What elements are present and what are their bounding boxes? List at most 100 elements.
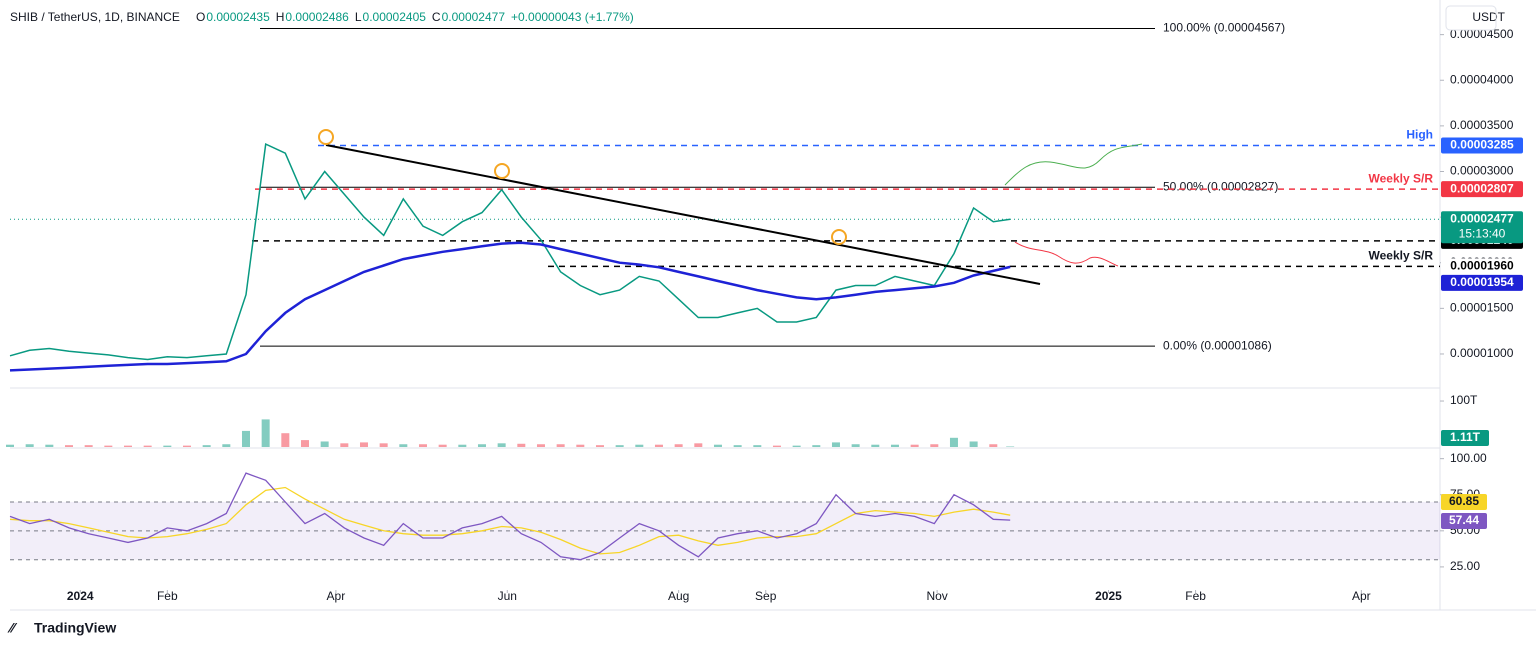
fib-label: 50.00% (0.00002827) bbox=[1163, 179, 1278, 193]
fib-label: 100.00% (0.00004567) bbox=[1163, 21, 1285, 35]
volume-bar bbox=[713, 444, 722, 447]
ma-line bbox=[9, 241, 1011, 372]
ohlc-key: L bbox=[355, 10, 362, 24]
countdown: 15:13:40 bbox=[1459, 226, 1506, 240]
projection-up bbox=[1004, 143, 1143, 186]
brand: TradingView bbox=[34, 620, 116, 636]
last-price-label: 0.00002477 bbox=[1450, 211, 1514, 225]
volume-bar bbox=[340, 443, 349, 447]
volume-bar bbox=[576, 444, 585, 447]
volume-bar bbox=[497, 443, 506, 447]
volume-bar bbox=[6, 444, 14, 447]
price-tag bbox=[1441, 137, 1523, 154]
volume-bar bbox=[772, 445, 781, 447]
volume-bar bbox=[222, 444, 231, 447]
volume-bar bbox=[930, 444, 939, 447]
ohlc-value: 0.00002435 bbox=[206, 10, 270, 24]
volume-bar bbox=[379, 443, 388, 447]
rsi-tag-label: 57.44 bbox=[1449, 513, 1479, 527]
symbol: SHIB / TetherUS, 1D, BINANCE bbox=[10, 10, 180, 24]
fib-label: 0.00% (0.00001086) bbox=[1163, 338, 1272, 352]
volume-bar bbox=[163, 445, 172, 447]
level-name: High bbox=[1406, 128, 1433, 142]
volume-tag bbox=[1441, 430, 1489, 446]
volume-bar bbox=[595, 445, 604, 447]
x-tick-label: 2025 bbox=[1095, 589, 1122, 603]
level-name: Weekly S/R bbox=[1369, 249, 1434, 263]
x-tick-label: Feb bbox=[157, 589, 178, 603]
volume-bar bbox=[399, 444, 408, 447]
volume-bar bbox=[536, 444, 545, 447]
volume-bar bbox=[458, 444, 467, 447]
price-tag-label: 0.00001960 bbox=[1450, 259, 1514, 273]
volume-bar bbox=[831, 442, 840, 447]
volume-bar bbox=[792, 445, 801, 447]
volume-bar bbox=[438, 444, 447, 447]
volume-bar bbox=[202, 445, 211, 447]
volume-bar bbox=[556, 444, 565, 447]
volume-bar bbox=[182, 445, 191, 447]
ohlc-key: O bbox=[196, 10, 205, 24]
x-tick-label: Apr bbox=[327, 589, 346, 603]
rsi-tag-label: 60.85 bbox=[1449, 494, 1479, 508]
currency-button[interactable] bbox=[1445, 5, 1497, 31]
volume-bar bbox=[517, 443, 526, 447]
ohlc-value: 0.00002486 bbox=[285, 10, 349, 24]
volume-bar bbox=[694, 443, 703, 447]
volume-bar bbox=[261, 419, 270, 447]
pivot-circle bbox=[318, 129, 334, 145]
trendline bbox=[325, 144, 1041, 285]
volume-bar bbox=[359, 442, 368, 447]
volume-bar bbox=[812, 445, 821, 447]
y-tick-label: 0.00001500 bbox=[1450, 301, 1514, 315]
pivot-circle bbox=[831, 229, 847, 245]
rsi-tick-label: 25.00 bbox=[1450, 559, 1480, 573]
x-tick-label: Apr bbox=[1352, 589, 1371, 603]
volume-bar bbox=[753, 445, 762, 447]
volume-bar bbox=[281, 433, 290, 447]
y-tick-label: 0.00001000 bbox=[1450, 346, 1514, 360]
ohlc-value: 0.00002477 bbox=[442, 10, 506, 24]
level-name: Weekly S/R bbox=[1369, 171, 1434, 185]
volume-bar bbox=[615, 445, 624, 447]
price-line bbox=[9, 142, 1011, 361]
rsi-line bbox=[9, 472, 1011, 561]
y-tick-label: 0.00003000 bbox=[1450, 164, 1514, 178]
x-tick-label: Jun bbox=[498, 589, 517, 603]
brand-logo: ⁄⁄ bbox=[7, 620, 17, 636]
projection-down bbox=[1014, 241, 1119, 267]
volume-bar bbox=[418, 444, 427, 447]
x-tick-label: Aug bbox=[668, 589, 689, 603]
volume-bar bbox=[890, 444, 899, 447]
last-price-tag bbox=[1441, 211, 1523, 244]
volume-bar bbox=[1006, 446, 1015, 447]
volume-bar bbox=[320, 441, 329, 447]
ma-tag-label: 0.00001954 bbox=[1450, 275, 1514, 289]
volume-bar bbox=[654, 444, 663, 447]
volume-bar bbox=[64, 445, 73, 447]
volume-bar bbox=[104, 445, 113, 447]
volume-bar bbox=[871, 444, 880, 447]
y-tick-label: 0.00004000 bbox=[1450, 72, 1514, 86]
x-tick-label: 2024 bbox=[67, 589, 94, 603]
change: +0.00000043 (+1.77%) bbox=[511, 10, 634, 24]
price-tag-label: 0.00003285 bbox=[1450, 138, 1514, 152]
x-tick-label: Sep bbox=[755, 589, 777, 603]
rsi-tag bbox=[1441, 494, 1487, 510]
y-tick-label: 0.00003500 bbox=[1450, 118, 1514, 132]
x-tick-label: Nov bbox=[926, 589, 947, 603]
volume-tick-label: 100T bbox=[1450, 393, 1478, 407]
volume-bar bbox=[851, 444, 860, 447]
y-tick-label: 0.00004500 bbox=[1450, 27, 1514, 41]
volume-bar bbox=[300, 440, 309, 447]
volume-tag-label: 1.11T bbox=[1450, 430, 1481, 444]
volume-bar bbox=[123, 445, 132, 447]
price-tag bbox=[1441, 258, 1523, 275]
volume-bar bbox=[477, 444, 486, 447]
volume-bar bbox=[969, 441, 978, 447]
currency[interactable]: USDT bbox=[1472, 10, 1505, 24]
volume-bar bbox=[45, 444, 54, 447]
rsi-tick-label: 100.00 bbox=[1450, 451, 1487, 465]
volume-bar bbox=[674, 444, 683, 447]
